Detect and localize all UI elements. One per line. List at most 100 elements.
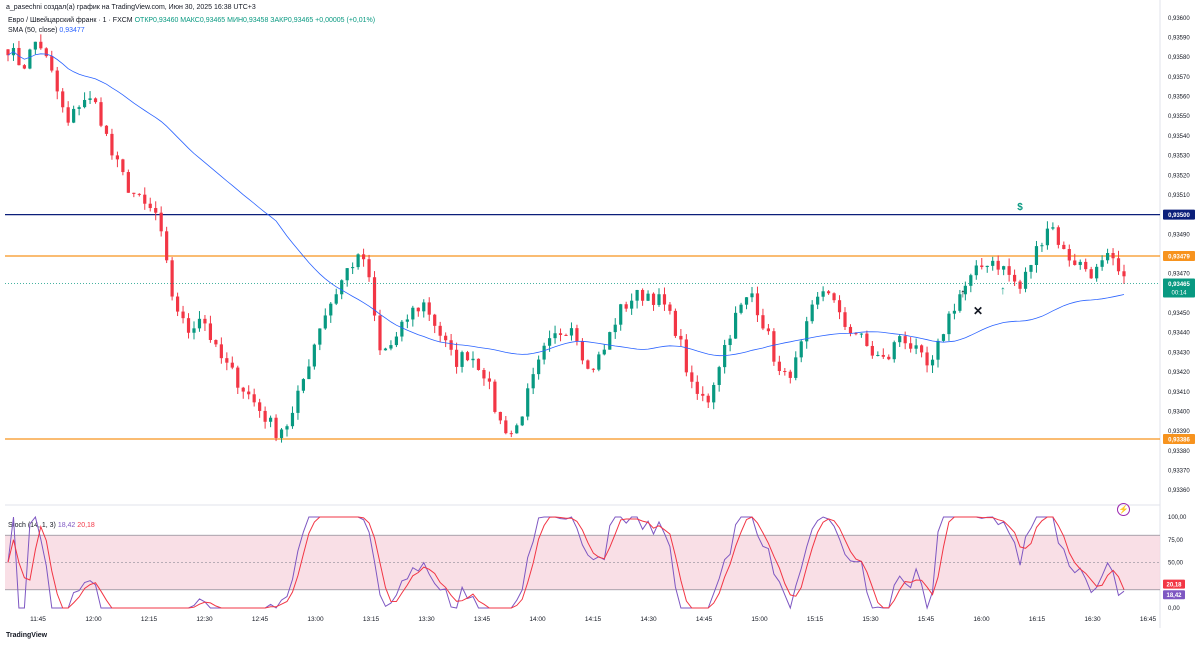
candle [154, 208, 158, 213]
candle [329, 303, 333, 316]
candle [307, 366, 311, 380]
candle [1056, 227, 1060, 245]
candle [498, 411, 502, 421]
candle [1078, 261, 1082, 265]
stoch-label: Stoch (14, 1, 3) [8, 522, 56, 529]
time-axis-tick: 16:30 [1084, 616, 1101, 623]
stoch-k-line [7, 515, 1125, 610]
candle [405, 319, 409, 322]
candle [454, 349, 459, 367]
candle [197, 318, 202, 329]
candle [126, 172, 130, 193]
stoch-d-label-bg [1163, 579, 1185, 589]
candle [460, 352, 464, 367]
candle [186, 318, 191, 333]
candle [22, 65, 27, 69]
candle [1007, 266, 1011, 275]
candle [537, 359, 541, 375]
price-axis-tick: 0,93430 [1168, 350, 1190, 356]
candle [930, 359, 935, 366]
lightning-icon[interactable]: ⚡ [1117, 503, 1130, 516]
candle [230, 362, 234, 368]
candle [1089, 269, 1093, 279]
candle [1045, 228, 1050, 246]
price-axis-tick: 0,93360 [1168, 488, 1190, 494]
candle [258, 402, 262, 411]
chart-author-line: a_pasechni создал(а) график на TradingVi… [6, 4, 256, 11]
candle [1018, 281, 1022, 289]
candle [892, 342, 896, 360]
candle [214, 340, 218, 345]
tradingview-logo: TradingView [6, 632, 48, 639]
candle [28, 49, 32, 69]
candle [1111, 253, 1115, 259]
candle [597, 354, 601, 370]
arrow-up-annotation-green: ↑ [1000, 283, 1006, 297]
candle [963, 285, 967, 295]
stoch-k-label-bg [1163, 590, 1185, 600]
stoch-legend[interactable]: Stoch (14, 1, 3) 18,42 20,18 [8, 522, 95, 529]
candle [826, 291, 831, 294]
symbol-name[interactable]: Евро / Швейцарский франк · 1 · FXCM [8, 17, 133, 24]
price-axis-tick: 0,93510 [1168, 193, 1190, 199]
price-axis-tick: 0,93530 [1168, 154, 1190, 160]
candle [701, 393, 705, 396]
candle [690, 372, 694, 382]
sma-legend[interactable]: SMA (50, close) 0,93477 [8, 27, 85, 34]
candle [88, 98, 92, 100]
price-axis-tick: 0,93600 [1168, 16, 1190, 22]
candle [1029, 265, 1033, 272]
time-axis-tick: 15:30 [862, 616, 879, 623]
bar-countdown: 00:14 [1171, 291, 1187, 297]
candle [837, 300, 842, 313]
price-axis-tick: 0,93590 [1168, 36, 1190, 42]
price-level-label: 0,93500 [1168, 213, 1190, 219]
candle [821, 291, 825, 297]
stoch-d-value: 20,18 [77, 522, 95, 529]
time-axis-tick: 12:45 [252, 616, 269, 623]
candle [854, 333, 858, 335]
time-axis-tick: 11:45 [30, 616, 46, 623]
candle [290, 412, 295, 427]
candle [974, 265, 978, 276]
price-axis-tick: 0,93410 [1168, 390, 1190, 396]
price-level-label-bg [1163, 250, 1195, 261]
candle [361, 254, 366, 260]
candle [723, 345, 727, 368]
candle [848, 326, 853, 334]
candle [843, 312, 847, 327]
stoch-k-label: 18,42 [1166, 593, 1182, 599]
candle [673, 310, 678, 336]
time-axis-tick: 13:00 [307, 616, 324, 623]
stoch-axis-tick: 50,00 [1168, 561, 1184, 567]
candle [367, 259, 371, 278]
candle [619, 304, 623, 325]
time-axis-tick: 13:45 [474, 616, 491, 623]
time-axis-tick: 12:00 [85, 616, 102, 623]
candle [39, 41, 43, 49]
candle [558, 333, 563, 335]
candle [72, 108, 76, 123]
candle [586, 360, 590, 369]
candle [44, 48, 48, 57]
candle [876, 354, 880, 356]
candle [493, 381, 497, 412]
candle [564, 334, 568, 336]
candle [914, 345, 918, 349]
candle [334, 294, 338, 304]
candle [93, 98, 98, 103]
candle [400, 321, 404, 337]
candle [318, 328, 322, 345]
price-axis-tick: 0,93420 [1168, 370, 1190, 376]
price-axis-tick: 0,93440 [1168, 331, 1190, 337]
candle [810, 304, 814, 322]
stoch-d-label: 20,18 [1166, 583, 1182, 589]
time-axis-tick: 14:30 [640, 616, 657, 623]
candle [1034, 246, 1039, 266]
candle [143, 194, 147, 204]
time-axis-tick: 16:00 [973, 616, 990, 623]
candle [816, 296, 820, 305]
candle [509, 433, 513, 435]
candle [531, 374, 535, 389]
